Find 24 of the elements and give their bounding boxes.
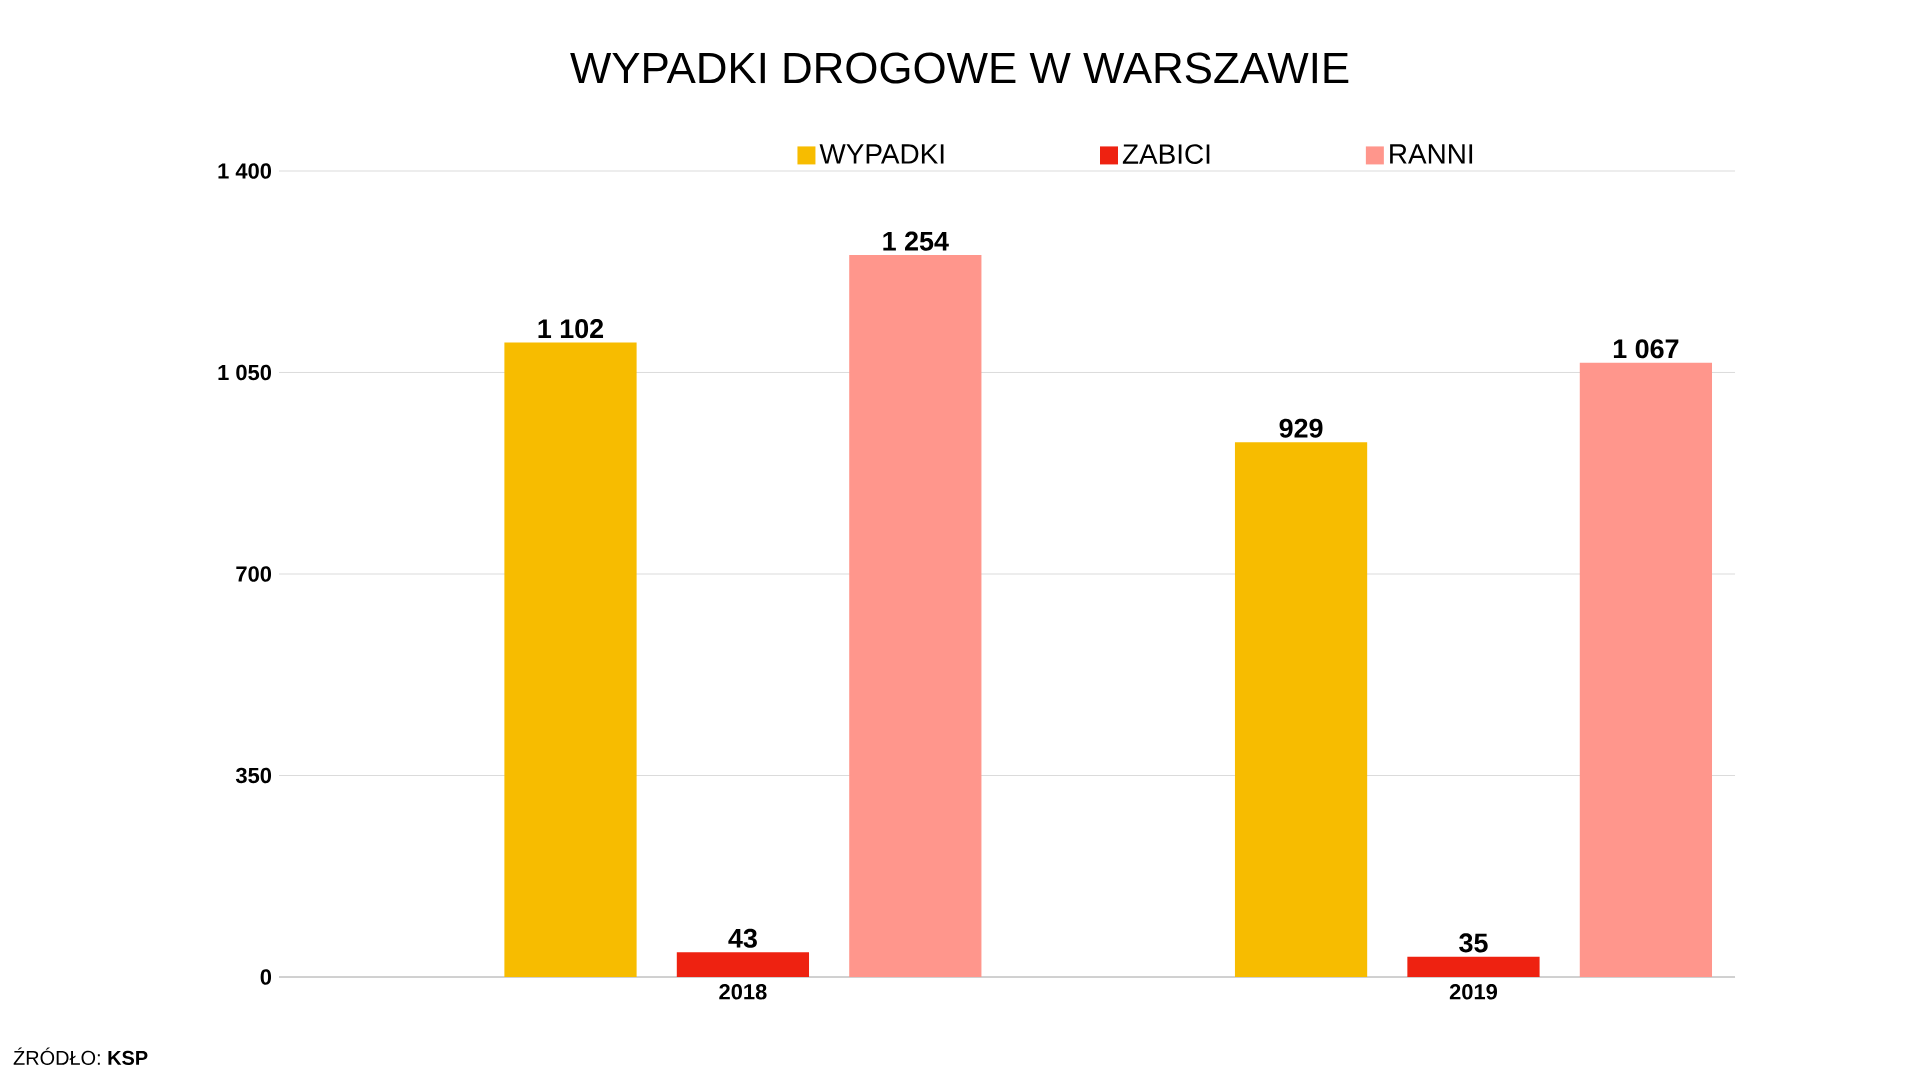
bar	[504, 342, 637, 977]
data-label: 1 102	[538, 319, 604, 339]
data-label: 929	[1279, 418, 1323, 438]
data-label: 35	[1459, 933, 1488, 953]
y-tick-label: 700	[236, 566, 272, 582]
data-label: 1 067	[1613, 339, 1679, 359]
x-tick-label: 2019	[1449, 984, 1498, 1000]
chart-title: WYPADKI DROGOWE W WARSZAWIE	[570, 52, 1349, 84]
bar	[1234, 442, 1368, 977]
legend-label: RANNI	[1390, 144, 1473, 164]
bar	[1407, 956, 1540, 977]
y-tick-label: 350	[235, 767, 272, 784]
bar	[1579, 362, 1713, 977]
data-label: 43	[728, 928, 757, 948]
data-label: 1 254	[883, 231, 949, 251]
bar	[676, 952, 810, 977]
legend-label: WYPADKI	[819, 144, 944, 164]
legend-label: ZABICI	[1122, 144, 1210, 164]
text: ŹRÓDŁO: KSP	[13, 1047, 148, 1065]
x-tick-label: 2018	[719, 984, 767, 1000]
y-tick-label: 0	[260, 969, 272, 985]
y-tick-label: 1 400	[218, 163, 272, 179]
bar	[849, 255, 982, 977]
y-tick-label: 1 050	[218, 364, 272, 381]
